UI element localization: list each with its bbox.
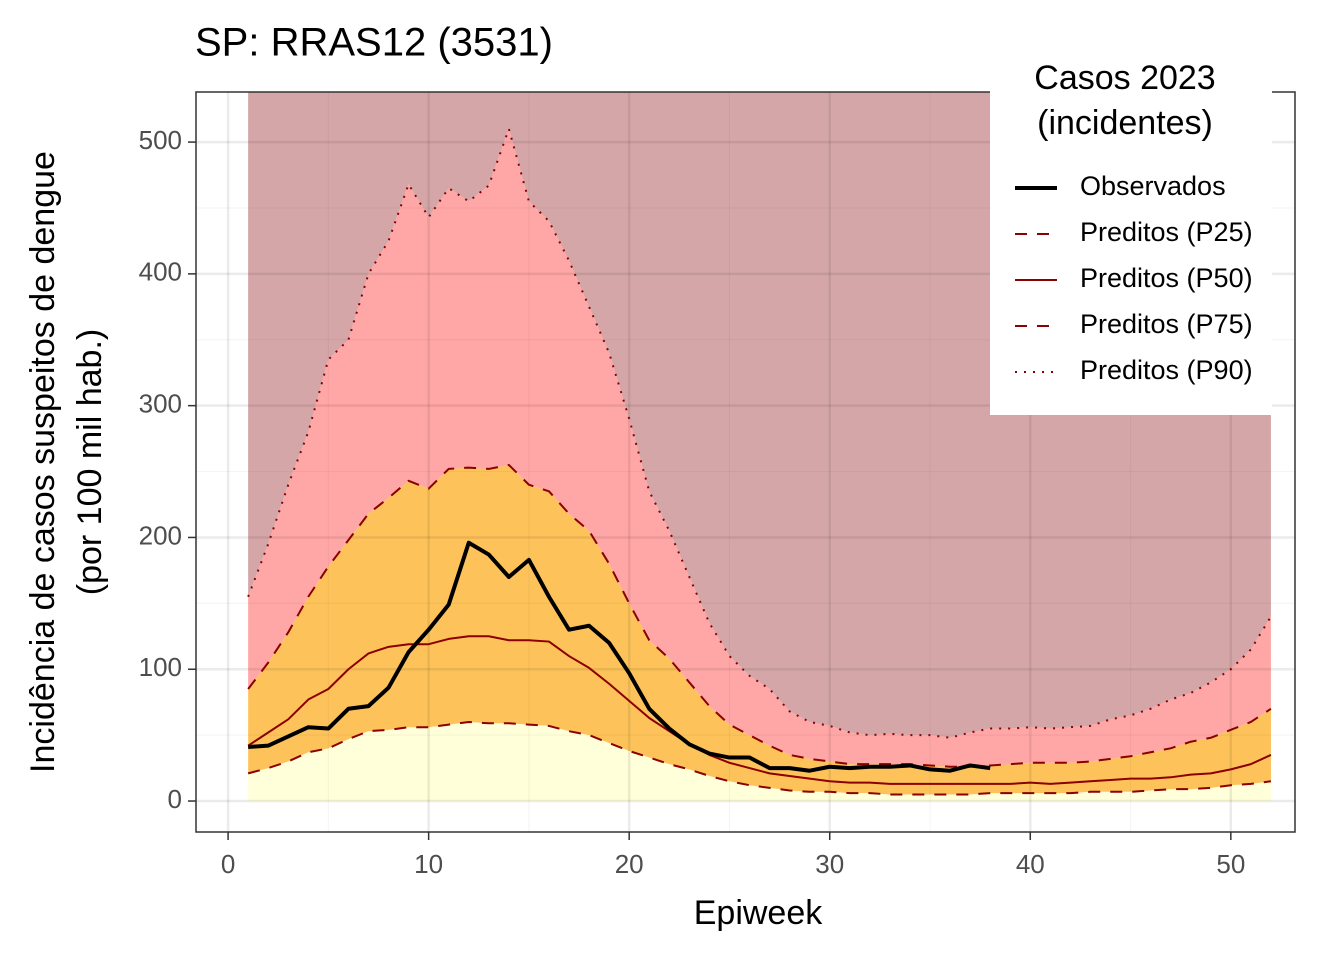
legend-title: (incidentes): [1037, 104, 1213, 142]
band: [248, 128, 1271, 767]
band: [248, 464, 1271, 795]
y-tick-label: 400: [139, 257, 182, 287]
y-axis-label-line: (por 100 mil hab.): [71, 329, 109, 595]
series-line: [247, 720, 1272, 796]
legend-label: Preditos (P50): [1080, 263, 1253, 293]
x-tick-label: 10: [414, 849, 443, 879]
x-tick-label: 50: [1216, 849, 1245, 879]
x-axis-label: Epiweek: [694, 894, 824, 932]
y-tick-label: 0: [168, 784, 182, 814]
series-line: [247, 635, 1272, 785]
x-tick-label: 30: [815, 849, 844, 879]
y-tick-label: 300: [139, 389, 182, 419]
x-tick-label: 20: [615, 849, 644, 879]
legend-label: Preditos (P75): [1080, 309, 1253, 339]
legend-box: [990, 58, 1272, 415]
panel-border: [195, 91, 1296, 833]
x-tick-label: 40: [1016, 849, 1045, 879]
y-axis-label: Incidência de casos suspeitos de dengue …: [24, 151, 109, 773]
band: [248, 721, 1271, 802]
legend-title: Casos 2023: [1034, 59, 1215, 97]
chart-title: SP: RRAS12 (3531): [195, 21, 553, 65]
y-tick-label: 100: [139, 652, 182, 682]
legend: Casos 2023 (incidentes) Observados Preditos…: [990, 58, 1272, 415]
y-tick-label: 500: [139, 125, 182, 155]
y-axis-label-line: Incidência de casos suspeitos de dengue: [24, 151, 62, 773]
legend-label: Observados: [1080, 171, 1226, 201]
legend-label: Preditos (P25): [1080, 217, 1253, 247]
legend-label: Preditos (P90): [1080, 355, 1253, 385]
series-line: [247, 463, 1272, 768]
series-line: [248, 540, 991, 773]
x-tick-label: 0: [221, 849, 235, 879]
y-tick-label: 200: [139, 520, 182, 550]
